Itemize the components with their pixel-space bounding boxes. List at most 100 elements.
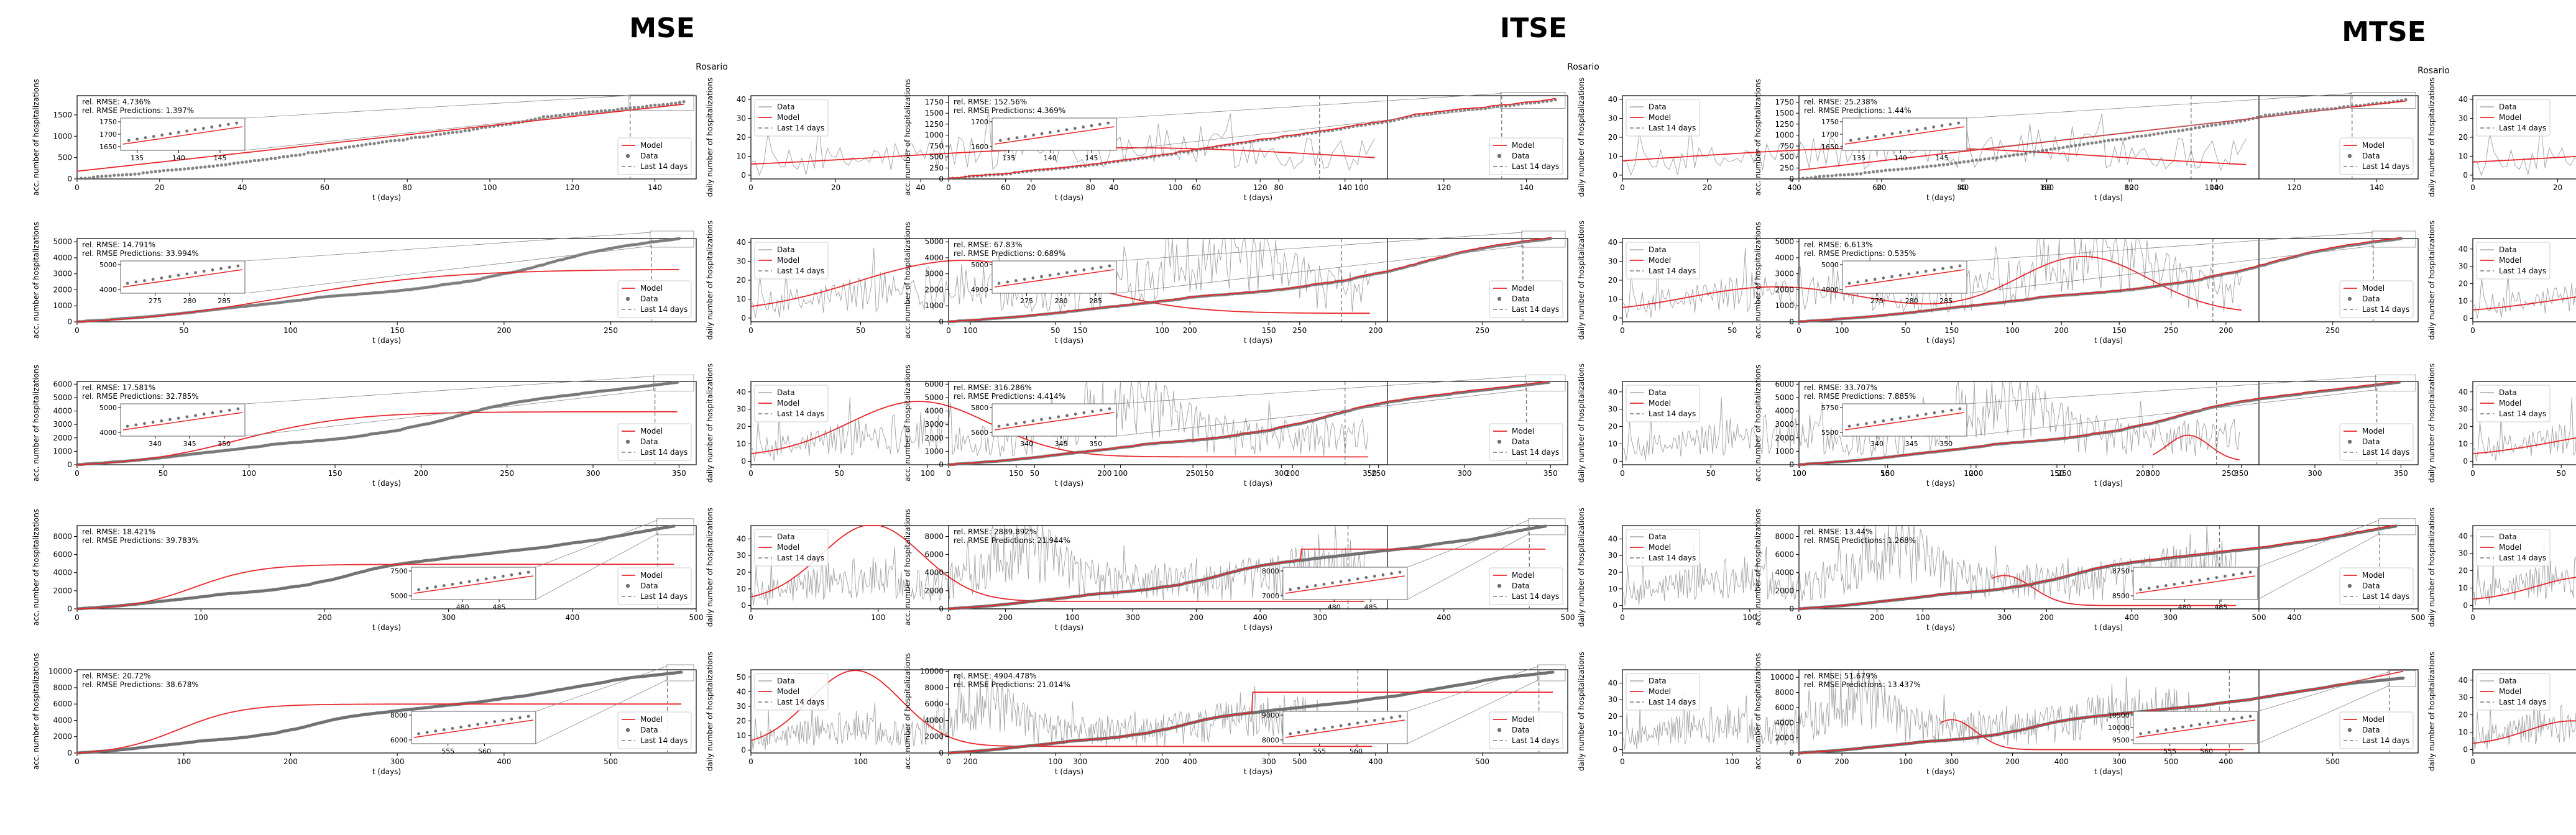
acc-data-point <box>2082 142 2086 147</box>
acc-data-point <box>2230 121 2234 125</box>
c0r1-day-ytick-label: 0 <box>741 314 746 322</box>
c0r4-acc-ytick-label: 10000 <box>48 667 72 676</box>
inset-xtick-label: 140 <box>172 154 185 162</box>
c0r3-day-ylabel: daily number of hospitalizations <box>706 508 714 627</box>
acc-data-points <box>75 100 686 181</box>
c0r0-day-ytick-label: 30 <box>737 114 746 123</box>
c1r0-day-xlabel: t (days) <box>1926 193 1955 202</box>
acc-data-point <box>2210 124 2214 127</box>
inset-data-point <box>235 121 239 125</box>
acc-data-point <box>380 140 384 144</box>
acc-data-point <box>596 109 599 113</box>
rel-rmse-pred-text: rel. RMSE Predictions: 1.397% <box>82 106 194 115</box>
c1r0-acc-xtick-label: 140 <box>1519 183 1534 192</box>
c1r4-day-xtick-label: 0 <box>1620 757 1625 766</box>
inset-data-point <box>177 416 180 420</box>
inset-data-point <box>417 732 421 736</box>
inset-data-point <box>1007 137 1011 141</box>
inset-data-point <box>1048 130 1052 134</box>
c1r4-acc-legend-label: Model <box>1512 715 1534 724</box>
rel-rmse-text: rel. RMSE: 2889.892% <box>954 527 1036 536</box>
inset-ytick-label: 5800 <box>971 404 988 412</box>
accumulated-panel: 0 50 100 150 200 250 300 3500100020003000400050… <box>32 365 697 488</box>
c0r4-day-ytick-label: 10 <box>737 731 746 740</box>
acc-data-point <box>2028 150 2032 154</box>
inset-data-point <box>1057 272 1060 276</box>
acc-data-point <box>166 168 170 172</box>
inset-data-point <box>1305 729 1309 733</box>
c1r1-day-ytick-label: 0 <box>1612 314 1617 322</box>
acc-data-point <box>1880 169 1884 173</box>
c0r0-day-xtick-label: 120 <box>1253 183 1267 192</box>
c2r0-acc-legend-label: Data <box>2362 152 2380 160</box>
acc-data-point <box>294 153 298 157</box>
c1r3-acc-xtick-label: 100 <box>1065 613 1080 622</box>
inset-connector <box>1116 389 1527 437</box>
inset-data-point <box>1364 576 1368 580</box>
c1r3-day-xlabel: t (days) <box>1926 623 1955 632</box>
acc-data-point <box>224 163 228 167</box>
c1r1-day-xtick-label: 100 <box>1835 326 1849 335</box>
c0r0-day-ytick-label: 20 <box>737 133 746 142</box>
acc-data-point <box>467 129 471 132</box>
c1r4-acc-xtick-label: 200 <box>1155 757 1169 766</box>
c0r0-acc-xtick-label: 40 <box>237 183 247 192</box>
c0r0-day-xtick-label: 80 <box>1085 183 1095 192</box>
acc-data-point <box>310 150 315 155</box>
inset-data-point <box>518 572 522 575</box>
rel-rmse-text: rel. RMSE: 316.286% <box>954 383 1032 392</box>
c1r4-day-legend-label: Last 14 days <box>1649 698 1696 706</box>
c0r0-acc-ytick-label: 1500 <box>53 111 72 119</box>
accumulated-panel: 0 20 40 60 80 100 120 1400250500750100012501500… <box>1754 79 2419 202</box>
c0r1-day-xtick-label: 50 <box>856 326 865 335</box>
c0r4-acc-xtick-label: 300 <box>390 757 405 766</box>
acc-data-point <box>2123 137 2127 141</box>
acc-data-point <box>2020 152 2024 156</box>
c1r2-acc-ytick-label: 3000 <box>924 420 944 429</box>
c1r0-acc-ytick-label: 500 <box>929 153 944 162</box>
c1r2-acc-xtick-label: 350 <box>1543 469 1558 478</box>
acc-data-point <box>661 103 665 107</box>
c2r0-acc-xtick-label: 40 <box>1959 183 1969 192</box>
c0r1-acc-xlabel: t (days) <box>372 336 401 345</box>
acc-data-point <box>430 134 434 137</box>
acc-data-point <box>1838 173 1842 177</box>
acc-data-point <box>674 101 678 105</box>
acc-data-point <box>372 142 376 145</box>
inset-xtick-label: 560 <box>478 747 491 755</box>
inset-data-point <box>997 424 1001 428</box>
acc-data-point <box>174 168 178 171</box>
acc-data-point <box>2036 150 2040 153</box>
inset-data-point <box>228 265 231 269</box>
inset-data-point <box>1322 582 1326 586</box>
c1r0-acc-legend-label: Model <box>1512 141 1534 150</box>
c0r2-day-ytick-label: 40 <box>737 388 746 396</box>
acc-data-point <box>154 170 157 173</box>
acc-data-point <box>2222 122 2226 125</box>
c2r0-acc-xtick-label: 0 <box>1796 183 1801 192</box>
c2r0-acc-xtick-label: 100 <box>2205 183 2219 192</box>
acc-data-point <box>1797 176 1801 181</box>
rel-rmse-pred-text: rel. RMSE Predictions: 21.944% <box>954 536 1070 545</box>
inset-data-point <box>1014 422 1018 426</box>
acc-data-point <box>1822 174 1826 178</box>
c0r0-acc-legend-box <box>617 137 692 175</box>
c0r4-day-xtick-label: 200 <box>964 757 978 766</box>
c1r1-acc-ytick-label: 0 <box>939 317 944 326</box>
c0r2-acc-ytick-label: 2000 <box>53 434 72 442</box>
c1r2-acc-xtick-label: 50 <box>1030 469 1039 478</box>
c1r3-day-xtick-label: 300 <box>1997 613 2012 622</box>
acc-data-point <box>1958 160 1962 165</box>
acc-data-point <box>1888 168 1892 172</box>
c0r3-acc-xlabel: t (days) <box>372 623 401 632</box>
acc-data-point <box>2185 127 2189 131</box>
acc-data-point <box>2119 137 2123 141</box>
inset-data-point <box>1882 133 1886 137</box>
acc-data-point <box>682 100 686 104</box>
inset-data-point <box>527 714 530 718</box>
inset-data-point <box>1065 271 1069 275</box>
column-title: MSE <box>629 12 695 44</box>
acc-data-point <box>1834 173 1838 177</box>
acc-data-point <box>207 165 211 168</box>
